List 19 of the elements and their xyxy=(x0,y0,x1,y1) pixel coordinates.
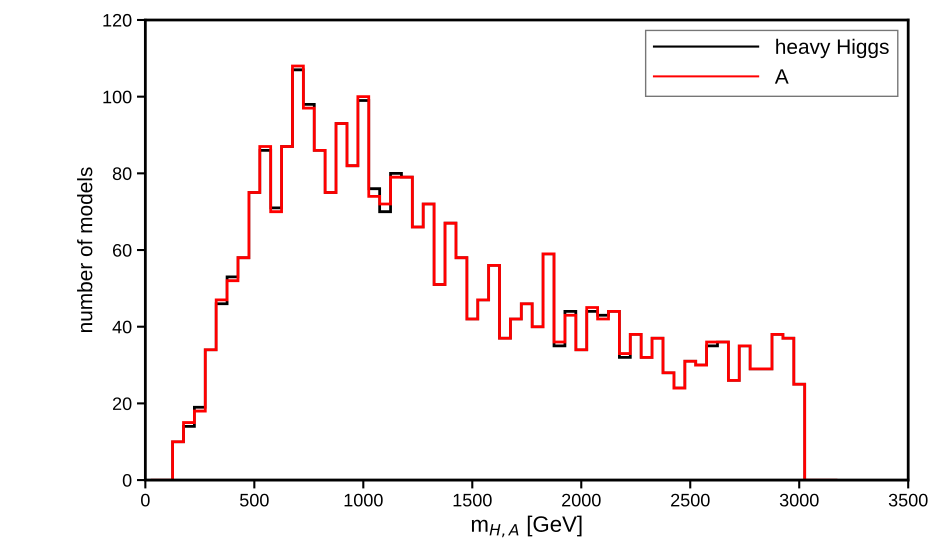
y-axis-title: number of models xyxy=(77,167,92,332)
y-tick-label: 60 xyxy=(112,244,132,257)
y-tick-label: 100 xyxy=(103,90,132,104)
x-tick-label: 0 xyxy=(141,494,150,507)
y-tick-label: 40 xyxy=(112,320,132,334)
legend-label: heavy Higgs xyxy=(776,38,889,58)
x-tick-label: 1500 xyxy=(454,494,492,507)
x-tick-label: 500 xyxy=(240,494,269,507)
x-tick-label: 3500 xyxy=(888,494,928,507)
y-tick-label: 80 xyxy=(112,167,132,180)
x-tick-label: 3000 xyxy=(780,494,819,507)
y-tick-label: 0 xyxy=(122,474,132,487)
legend-label: A xyxy=(774,69,789,84)
y-tick-label: 120 xyxy=(103,14,132,27)
x-axis-title: m$_{H,A}$ [GeV] xyxy=(472,516,582,538)
x-tick-label: 2500 xyxy=(671,494,710,507)
y-tick-label: 20 xyxy=(112,397,132,410)
x-tick-label: 1000 xyxy=(344,494,383,507)
x-tick-label: 2000 xyxy=(562,494,601,507)
